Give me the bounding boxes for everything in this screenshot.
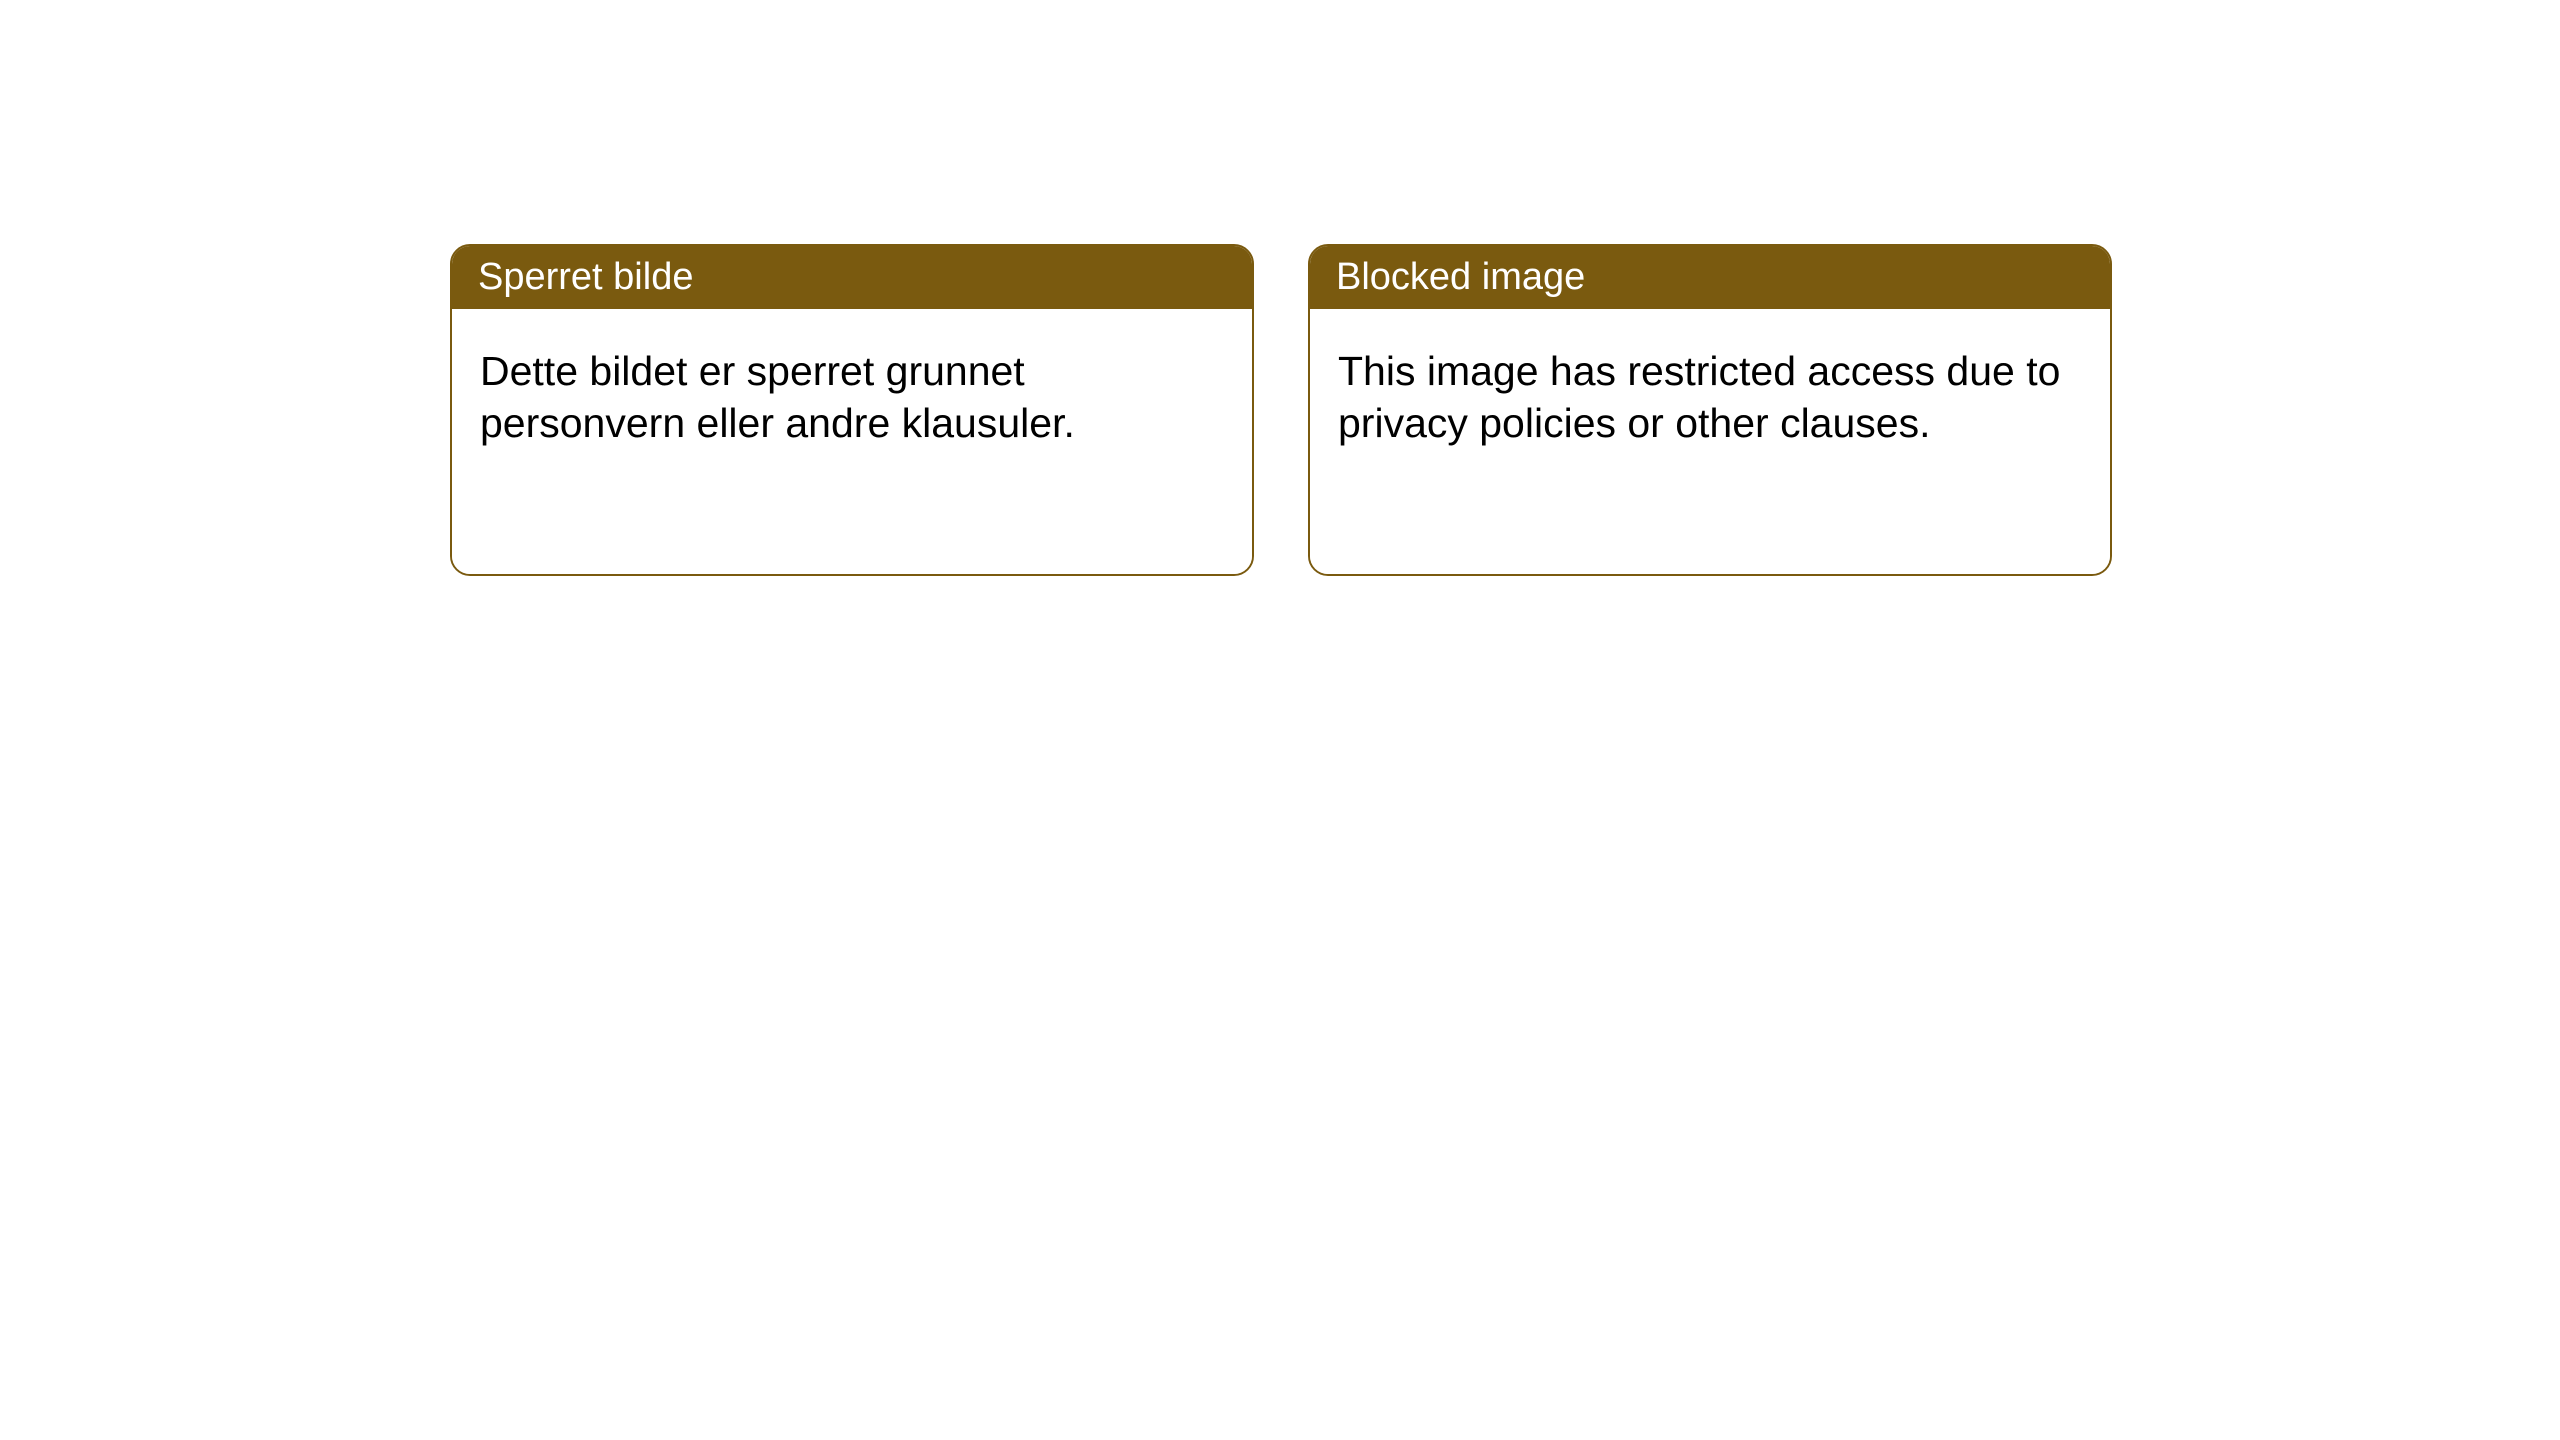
card-header: Blocked image (1310, 246, 2110, 309)
card-body: This image has restricted access due to … (1310, 309, 2110, 574)
cards-container: Sperret bilde Dette bildet er sperret gr… (450, 244, 2112, 576)
card-norwegian: Sperret bilde Dette bildet er sperret gr… (450, 244, 1254, 576)
card-title: Blocked image (1336, 256, 1585, 298)
card-english: Blocked image This image has restricted … (1308, 244, 2112, 576)
card-header: Sperret bilde (452, 246, 1252, 309)
card-title: Sperret bilde (478, 256, 693, 298)
card-body-text: This image has restricted access due to … (1338, 348, 2060, 446)
card-body-text: Dette bildet er sperret grunnet personve… (480, 348, 1075, 446)
card-body: Dette bildet er sperret grunnet personve… (452, 309, 1252, 574)
